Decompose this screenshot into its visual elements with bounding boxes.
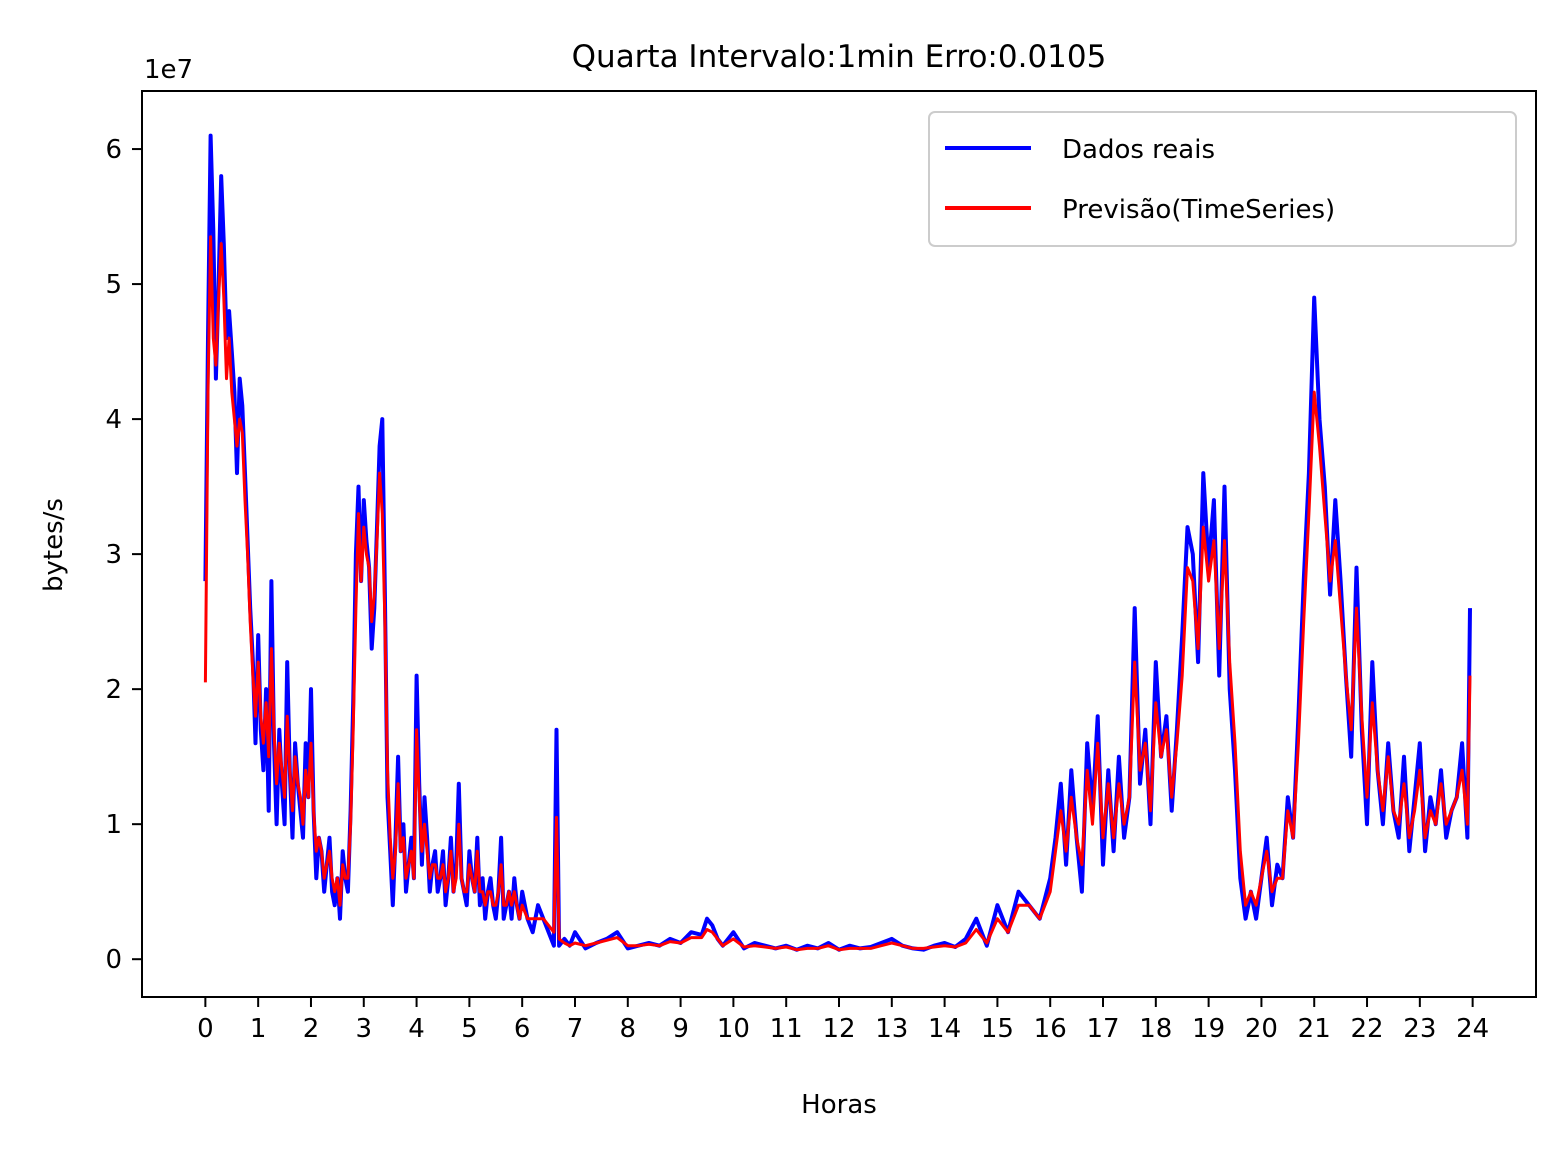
x-tick-label: 7 <box>567 1014 584 1044</box>
legend-label-dados-reais: Dados reais <box>1062 135 1215 165</box>
x-tick-label: 1 <box>250 1014 267 1044</box>
series-layer <box>203 133 1472 952</box>
y-tick-label: 4 <box>105 405 122 435</box>
x-tick-label: 19 <box>1192 1014 1225 1044</box>
x-tick-label: 10 <box>717 1014 750 1044</box>
x-tick-label: 21 <box>1298 1014 1331 1044</box>
x-tick-label: 11 <box>770 1014 803 1044</box>
x-tick-label: 17 <box>1086 1014 1119 1044</box>
y-tick-label: 2 <box>105 675 122 705</box>
x-tick-label: 6 <box>514 1014 531 1044</box>
legend: Dados reais Previsão(TimeSeries) <box>928 111 1517 247</box>
x-tick-label: 3 <box>355 1014 372 1044</box>
y-tick-label: 1 <box>105 810 122 840</box>
legend-label-previsao: Previsão(TimeSeries) <box>1062 195 1335 225</box>
x-tick-label: 13 <box>875 1014 908 1044</box>
x-tick-label: 12 <box>822 1014 855 1044</box>
x-tick-label: 22 <box>1350 1014 1383 1044</box>
x-tick-label: 5 <box>461 1014 478 1044</box>
plot-frame <box>141 90 1537 998</box>
x-tick-label: 2 <box>303 1014 320 1044</box>
x-tick-label: 23 <box>1403 1014 1436 1044</box>
chart-title: Quarta Intervalo:1min Erro:0.0105 <box>572 39 1107 75</box>
y-axis-label: bytes/s <box>39 498 69 592</box>
x-tick-label: 0 <box>197 1014 214 1044</box>
y-tick-label: 5 <box>105 270 122 300</box>
y-tick-label: 0 <box>105 945 122 975</box>
y-tick-label: 6 <box>105 135 122 165</box>
x-tick-label: 24 <box>1456 1014 1489 1044</box>
series-line-previsao <box>203 235 1472 952</box>
tick-layer: 0 1 2 3 4 5 6 7 8 9 10 11 12 13 14 15 16 17 18 19 20 21 22 23 24… <box>105 135 1489 1044</box>
legend-box <box>928 111 1517 247</box>
x-axis-label: Horas <box>801 1090 877 1120</box>
x-tick-label: 15 <box>981 1014 1014 1044</box>
y-offset-label: 1e7 <box>144 55 193 85</box>
x-tick-label: 8 <box>620 1014 637 1044</box>
x-tick-label: 4 <box>408 1014 425 1044</box>
y-tick-label: 3 <box>105 540 122 570</box>
x-tick-label: 9 <box>672 1014 689 1044</box>
x-tick-label: 14 <box>928 1014 961 1044</box>
x-tick-label: 20 <box>1245 1014 1278 1044</box>
x-tick-label: 18 <box>1139 1014 1172 1044</box>
x-tick-label: 16 <box>1034 1014 1067 1044</box>
